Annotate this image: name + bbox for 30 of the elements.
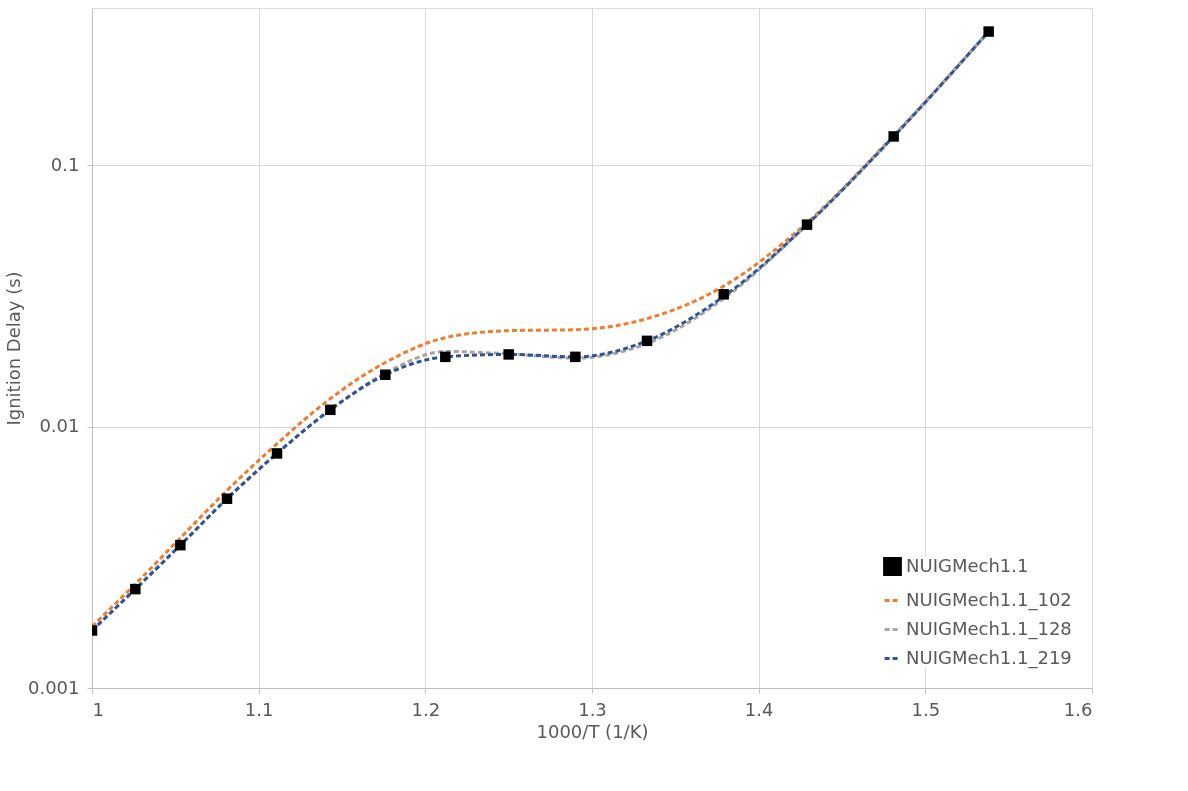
x-tick-label: 1.4 xyxy=(744,698,774,720)
legend-label: NUIGMech1.1_128 xyxy=(906,617,1072,640)
point xyxy=(570,351,581,363)
point xyxy=(271,448,283,459)
point xyxy=(983,26,994,37)
point xyxy=(503,349,514,360)
point xyxy=(380,369,391,380)
x-tick-label: 1.1 xyxy=(244,698,274,720)
point xyxy=(130,583,141,595)
x-tick-label: 1.2 xyxy=(411,698,441,720)
y-tick-label: 0.01 xyxy=(39,415,80,437)
point xyxy=(325,404,336,416)
point xyxy=(440,351,451,363)
legend-label: NUIGMech1.1_102 xyxy=(906,588,1072,611)
y-tick-label: 0.001 xyxy=(27,676,80,698)
y-tick-label: 0.1 xyxy=(50,153,80,175)
point xyxy=(888,131,899,142)
point xyxy=(718,289,729,300)
x-tick-label: 1.6 xyxy=(1063,698,1093,720)
x-tick-label: 1.3 xyxy=(578,698,607,720)
x-axis-title: 1000/T (1/K) xyxy=(536,720,649,742)
y-axis-title: Ignition Delay (s) xyxy=(2,271,24,426)
legend-label: NUIGMech1.1 xyxy=(906,554,1029,576)
point xyxy=(221,493,233,504)
point xyxy=(175,539,186,551)
x-tick-label: 1 xyxy=(92,698,104,720)
x-tick-label: 1.5 xyxy=(911,698,941,720)
legend-label: NUIGMech1.1_219 xyxy=(906,646,1072,669)
point xyxy=(801,219,813,230)
point xyxy=(641,335,653,347)
